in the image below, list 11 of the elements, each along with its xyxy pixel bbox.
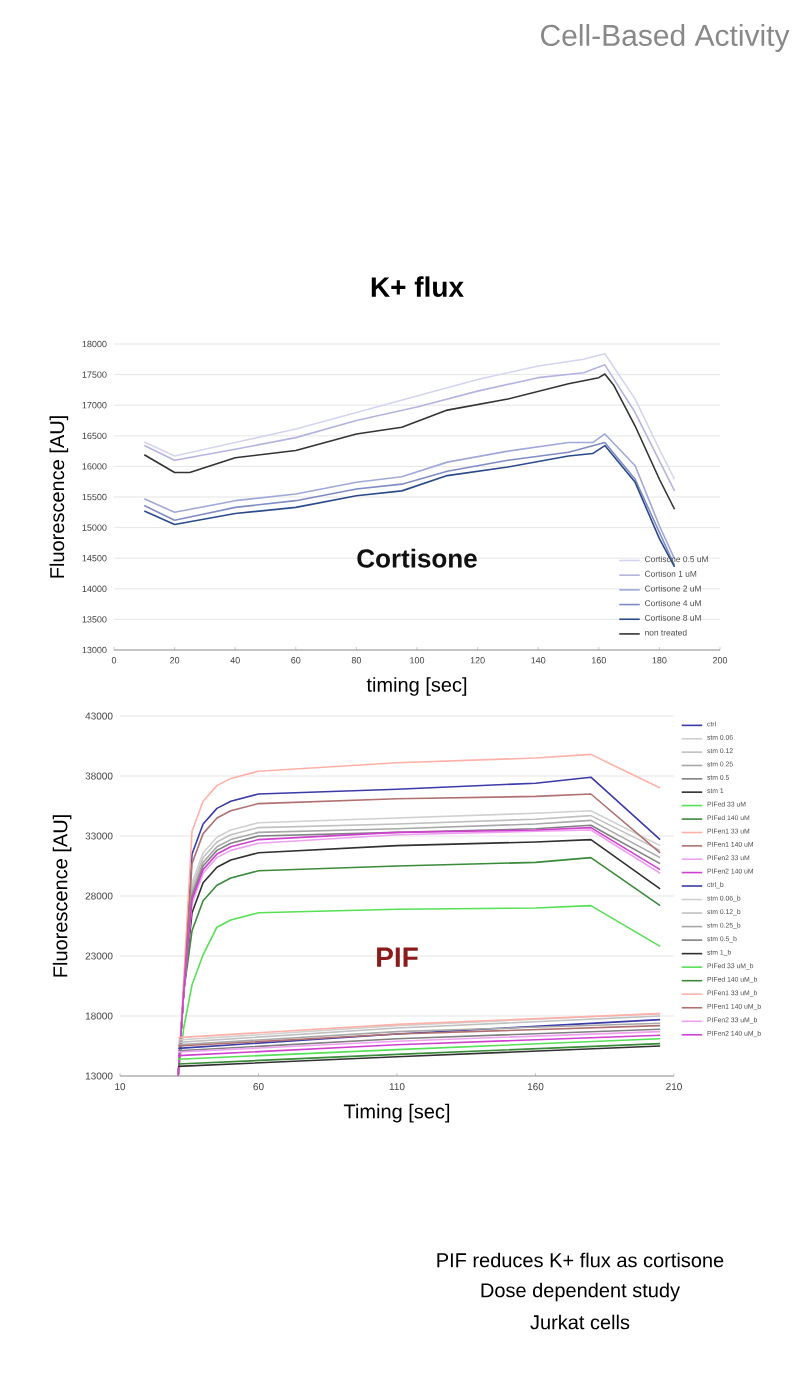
y-axis-title: Fluorescence [AU] — [49, 416, 69, 578]
annotation: PIF — [377, 947, 418, 967]
y-axis-title: Fluorescence [AU] — [52, 815, 72, 977]
text: Dose dependent study — [481, 1282, 680, 1302]
text: Jurkat cells — [530, 1314, 630, 1330]
chart-title: K+ flux — [371, 276, 464, 297]
x-axis-title: timing [sec] — [366, 677, 467, 696]
text: PIF reduces K+ flux as cortisone — [437, 1252, 724, 1268]
x-axis-title: Timing [sec] — [343, 1103, 450, 1123]
annotation: Cortisone — [357, 548, 477, 568]
text: Cell-Based Activity — [541, 24, 790, 52]
